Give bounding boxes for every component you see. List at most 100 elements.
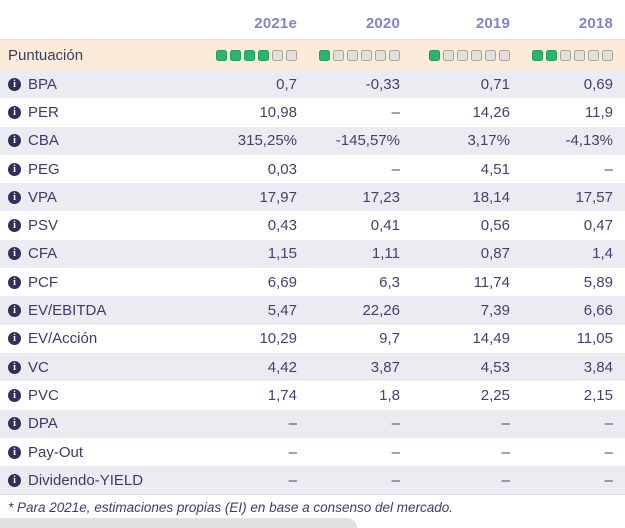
- cell-value: 0,69: [583, 75, 613, 93]
- score-row: Puntuación: [0, 40, 625, 70]
- score-square-empty: [471, 49, 482, 61]
- cell-value: 4,53: [480, 358, 510, 376]
- cell-value: 10,98: [259, 103, 297, 121]
- year-header-2018: 2018: [578, 15, 613, 32]
- score-square-empty: [560, 49, 571, 61]
- cell-value: 0,87: [480, 245, 510, 263]
- row-label: Pay-Out: [28, 443, 84, 461]
- row-label: EV/Acción: [28, 330, 98, 348]
- info-icon[interactable]: [8, 247, 21, 261]
- cell-value: -0,33: [365, 75, 400, 93]
- info-icon[interactable]: [8, 77, 21, 91]
- score-square-filled: [319, 49, 330, 61]
- info-icon[interactable]: [8, 190, 21, 204]
- cell-value: 17,97: [259, 188, 297, 206]
- score-square-empty: [499, 49, 510, 61]
- cell-value: 0,47: [583, 217, 613, 235]
- cell-value: 0,43: [267, 217, 297, 235]
- cell-value: 6,3: [379, 273, 400, 291]
- info-icon[interactable]: [8, 105, 21, 119]
- score-square-empty: [333, 49, 344, 61]
- table-header-row: 2021e 2020 2019 2018: [0, 0, 625, 40]
- cell-value: –: [391, 471, 400, 489]
- row-label: CBA: [28, 132, 59, 150]
- cell-value: 1,4: [592, 245, 613, 263]
- cell-value: 4,42: [267, 358, 297, 376]
- score-square-empty: [457, 49, 468, 61]
- table-row: PSV 0,43 0,41 0,56 0,47: [0, 211, 625, 240]
- info-icon[interactable]: [8, 162, 21, 176]
- row-label: PVC: [28, 386, 59, 404]
- score-square-filled: [532, 49, 543, 61]
- cell-value: 1,15: [267, 245, 297, 263]
- table-row: CBA 315,25% -145,57% 3,17% -4,13%: [0, 126, 625, 155]
- cell-value: –: [604, 471, 613, 489]
- score-square-filled: [230, 49, 241, 61]
- cell-value: 11,74: [473, 273, 510, 291]
- table-row: PVC 1,74 1,8 2,25 2,15: [0, 381, 625, 410]
- score-square-empty: [272, 49, 283, 61]
- cell-value: 17,23: [362, 188, 400, 206]
- cell-value: 7,39: [480, 302, 510, 320]
- info-icon[interactable]: [8, 388, 21, 402]
- score-square-filled: [258, 49, 269, 61]
- info-icon[interactable]: [8, 445, 21, 459]
- info-icon[interactable]: [8, 304, 21, 318]
- info-icon[interactable]: [8, 417, 21, 431]
- score-square-empty: [588, 49, 599, 61]
- info-icon[interactable]: [8, 360, 21, 374]
- horizontal-scrollbar-thumb[interactable]: [0, 518, 357, 528]
- cell-value: 6,66: [583, 302, 613, 320]
- footnote: * Para 2021e, estimaciones propias (EI) …: [0, 494, 625, 519]
- year-header-2021e: 2021e: [254, 15, 297, 32]
- cell-value: 0,7: [276, 75, 297, 93]
- cell-value: –: [391, 443, 400, 461]
- cell-value: 1,74: [267, 386, 297, 404]
- score-square-empty: [485, 49, 496, 61]
- cell-value: 14,26: [472, 103, 510, 121]
- row-label: DPA: [28, 415, 58, 433]
- cell-value: 3,84: [583, 358, 613, 376]
- info-icon[interactable]: [8, 219, 21, 233]
- row-label: PER: [28, 103, 59, 121]
- cell-value: –: [501, 471, 510, 489]
- info-icon[interactable]: [8, 275, 21, 289]
- score-indicator: [510, 49, 613, 61]
- score-square-empty: [375, 49, 386, 61]
- info-icon[interactable]: [8, 134, 21, 148]
- score-square-empty: [347, 49, 358, 61]
- cell-value: 2,25: [480, 386, 510, 404]
- year-header-2019: 2019: [475, 15, 510, 32]
- table-row: VPA 17,97 17,23 18,14 17,57: [0, 183, 625, 212]
- row-label: VPA: [28, 188, 57, 206]
- cell-value: –: [604, 415, 613, 433]
- info-icon[interactable]: [8, 332, 21, 346]
- info-icon[interactable]: [8, 473, 21, 487]
- row-label: CFA: [28, 245, 58, 263]
- cell-value: –: [501, 443, 510, 461]
- table-row: PCF 6,69 6,3 11,74 5,89: [0, 268, 625, 297]
- cell-value: 0,03: [267, 160, 297, 178]
- score-square-filled: [429, 49, 440, 61]
- cell-value: 18,14: [472, 188, 510, 206]
- cell-value: 6,69: [267, 273, 297, 291]
- cell-value: –: [288, 471, 297, 489]
- cell-value: –: [391, 160, 400, 178]
- table-row: EV/Acción 10,29 9,7 14,49 11,05: [0, 324, 625, 353]
- cell-value: 4,51: [480, 160, 510, 178]
- cell-value: -4,13%: [565, 132, 613, 150]
- cell-value: 315,25%: [237, 132, 297, 150]
- score-square-filled: [216, 49, 227, 61]
- table-row: Dividendo-YIELD – – – –: [0, 466, 625, 495]
- score-indicator: [297, 49, 400, 61]
- table-body: BPA 0,7 -0,33 0,71 0,69 PER 10,98 – 14,2…: [0, 70, 625, 495]
- cell-value: 3,17%: [467, 132, 510, 150]
- cell-value: 17,57: [575, 188, 613, 206]
- cell-value: –: [391, 415, 400, 433]
- cell-value: 9,7: [379, 330, 400, 348]
- cell-value: 2,15: [583, 386, 613, 404]
- cell-value: 14,49: [472, 330, 510, 348]
- score-square-empty: [574, 49, 585, 61]
- row-label: VC: [28, 358, 49, 376]
